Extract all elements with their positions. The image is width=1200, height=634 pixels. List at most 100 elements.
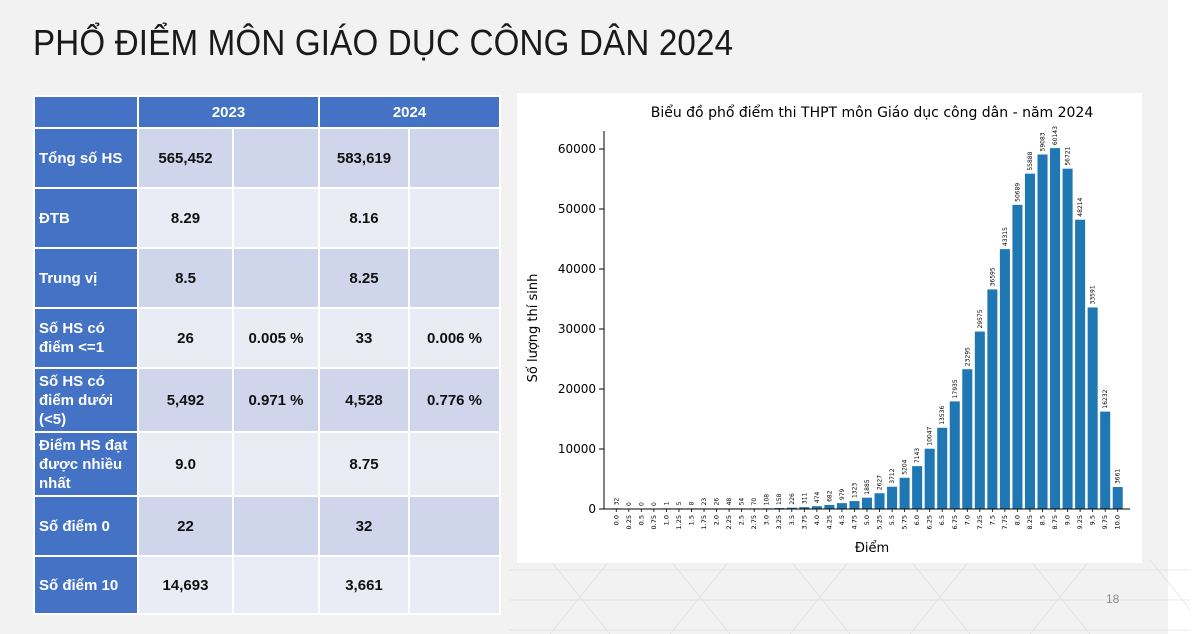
bar-value-label: 474: [814, 492, 821, 504]
x-tick-label: 2.75: [750, 515, 758, 529]
bar-value-label: 0: [638, 502, 645, 506]
value-2024: 583,619: [318, 127, 410, 189]
bar: [1100, 411, 1111, 509]
bar-value-label: 0: [651, 502, 658, 506]
bar: [786, 507, 797, 509]
table-row: Số HS có điểm <=1 26 0.005 % 33 0.006 %: [33, 307, 501, 369]
bar-value-label: 7143: [914, 448, 921, 463]
row-label: ĐTB: [33, 187, 139, 249]
percent-2024: 0.776 %: [408, 367, 501, 433]
bar: [861, 497, 873, 509]
x-tick-label: 9.0: [1064, 515, 1072, 525]
bar-value-label: 1323: [851, 483, 858, 498]
bar: [999, 249, 1010, 510]
bar: [874, 493, 885, 509]
percent-2023: 0.971 %: [232, 367, 320, 433]
x-tick-label: 8.75: [1051, 515, 1059, 529]
bar-value-label: 0: [626, 502, 633, 506]
bar-value-label: 23295: [964, 347, 971, 366]
bar-value-label: 226: [789, 493, 796, 505]
bar: [1024, 173, 1035, 509]
value-2023: 26: [137, 307, 234, 369]
bar: [799, 507, 810, 509]
bar-value-label: 13536: [939, 406, 946, 425]
value-2023: 8.5: [137, 247, 234, 309]
bar: [824, 504, 835, 509]
x-tick-label: 7.75: [1001, 515, 1009, 529]
x-tick-label: 6.0: [913, 515, 921, 525]
x-tick-label: 0.25: [625, 515, 633, 529]
y-tick-label: 10000: [558, 442, 596, 456]
bar-value-label: 33591: [1090, 285, 1097, 304]
bar: [974, 331, 985, 509]
y-tick-label: 40000: [558, 262, 596, 276]
bar-value-label: 48: [726, 498, 733, 506]
x-tick-label: 4.75: [850, 515, 858, 529]
bar-value-label: 5204: [902, 459, 909, 474]
bar: [1050, 148, 1061, 509]
bar: [962, 369, 973, 509]
x-tick-label: 10.0: [1114, 515, 1122, 529]
x-tick-label: 2.0: [713, 515, 721, 525]
value-2024: 8.75: [318, 431, 410, 497]
bar: [1112, 487, 1123, 509]
percent-2023: [232, 187, 320, 249]
bar-value-label: 50689: [1014, 183, 1021, 202]
percent-2023: [232, 127, 320, 189]
y-tick-label: 60000: [558, 142, 596, 156]
x-tick-label: 8.5: [1039, 515, 1047, 525]
x-tick-label: 2.5: [738, 515, 746, 525]
value-2023: 5,492: [137, 367, 234, 433]
bar-value-label: 158: [776, 493, 783, 505]
x-tick-label: 4.25: [825, 515, 833, 529]
x-tick-label: 4.0: [813, 515, 821, 525]
bar-value-label: 2627: [877, 475, 884, 490]
x-tick-label: 9.25: [1076, 515, 1084, 529]
bar-value-label: 3712: [889, 468, 896, 483]
x-tick-label: 5.75: [901, 515, 909, 529]
stats-comparison-table: 2023 2024 Tổng số HS 565,452 583,619 ĐTB…: [33, 95, 501, 615]
x-tick-label: 6.25: [926, 515, 934, 529]
bar: [924, 448, 935, 509]
bar: [1012, 204, 1023, 509]
x-tick-label: 8.0: [1013, 515, 1021, 525]
bar: [1062, 168, 1073, 509]
bar: [811, 506, 822, 509]
percent-2024: [408, 495, 501, 557]
x-tick-label: 3.75: [800, 515, 808, 529]
bar-value-label: 55888: [1027, 151, 1034, 170]
bar: [1075, 219, 1086, 509]
x-tick-label: 9.5: [1089, 515, 1097, 525]
bar-value-label: 8: [688, 501, 695, 505]
value-2024: 8.16: [318, 187, 410, 249]
row-label: Số HS có điểm <=1: [33, 307, 139, 369]
value-2024: 4,528: [318, 367, 410, 433]
value-2023: 14,693: [137, 555, 234, 615]
x-tick-label: 3.5: [788, 515, 796, 525]
percent-2023: [232, 555, 320, 615]
x-tick-label: 0.0: [612, 515, 620, 525]
x-tick-label: 4.5: [838, 515, 846, 525]
x-tick-label: 7.0: [963, 515, 971, 525]
percent-2024: [408, 127, 501, 189]
value-2023: 9.0: [137, 431, 234, 497]
bar: [899, 477, 910, 509]
x-tick-label: 1.25: [675, 515, 683, 529]
y-tick-label: 50000: [558, 202, 596, 216]
bar: [1037, 154, 1048, 509]
bar: [949, 401, 960, 509]
bar-value-label: 54: [739, 498, 746, 506]
row-label: Số HS có điểm dưới (<5): [33, 367, 139, 433]
x-tick-label: 5.25: [876, 515, 884, 529]
bar-value-label: 70: [751, 498, 758, 506]
bar-value-label: 10047: [927, 426, 934, 445]
bar: [987, 289, 998, 509]
percent-2024: [408, 187, 501, 249]
percent-2024: 0.006 %: [408, 307, 501, 369]
bar-value-label: 17935: [952, 379, 959, 398]
bar: [1087, 307, 1098, 509]
bars-layer: 32 0 0 0 1 5 8 23 26 48 54 70 108 158 226 311 474 682 979 1…: [611, 126, 1123, 510]
bar: [937, 427, 948, 509]
row-label: Số điểm 10: [33, 555, 139, 615]
bar-value-label: 5: [676, 501, 683, 505]
